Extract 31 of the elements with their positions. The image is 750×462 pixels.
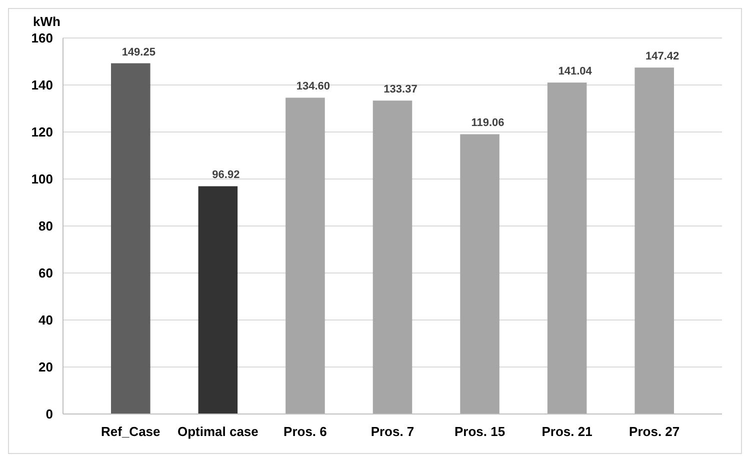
- bar: [547, 82, 587, 414]
- y-axis-title: kWh: [33, 14, 60, 29]
- x-tick-label: Pros. 27: [629, 424, 680, 439]
- x-tick-label: Pros. 15: [454, 424, 506, 439]
- data-label: 119.06: [471, 117, 504, 130]
- data-label: 96.92: [212, 169, 240, 182]
- y-tick-label: 140: [31, 78, 53, 93]
- y-tick-label: 20: [38, 360, 53, 375]
- bar: [198, 186, 238, 414]
- data-label: 147.42: [646, 50, 680, 63]
- data-label: 149.25: [122, 46, 156, 58]
- y-tick-label: 120: [31, 124, 53, 140]
- bar: [286, 98, 325, 414]
- data-label: 133.37: [384, 84, 418, 96]
- bar: [460, 134, 500, 414]
- data-label: 134.60: [296, 80, 330, 93]
- data-label: 141.04: [558, 66, 593, 78]
- x-tick-label: Optimal case: [177, 424, 258, 439]
- x-tick-label: Pros. 6: [284, 424, 327, 439]
- bar: [634, 68, 674, 414]
- y-tick-label: 80: [38, 218, 53, 234]
- y-tick-label: 100: [31, 172, 53, 187]
- y-tick-label: 0: [46, 406, 53, 422]
- x-tick-label: Pros. 7: [370, 424, 414, 439]
- x-tick-label: Ref_Case: [101, 424, 160, 439]
- y-tick-label: 60: [38, 266, 53, 281]
- bar: [111, 63, 150, 414]
- y-tick-label: 40: [38, 312, 53, 328]
- bar: [372, 100, 412, 414]
- y-tick-label: 160: [31, 30, 53, 46]
- x-tick-label: Pros. 21: [542, 424, 592, 439]
